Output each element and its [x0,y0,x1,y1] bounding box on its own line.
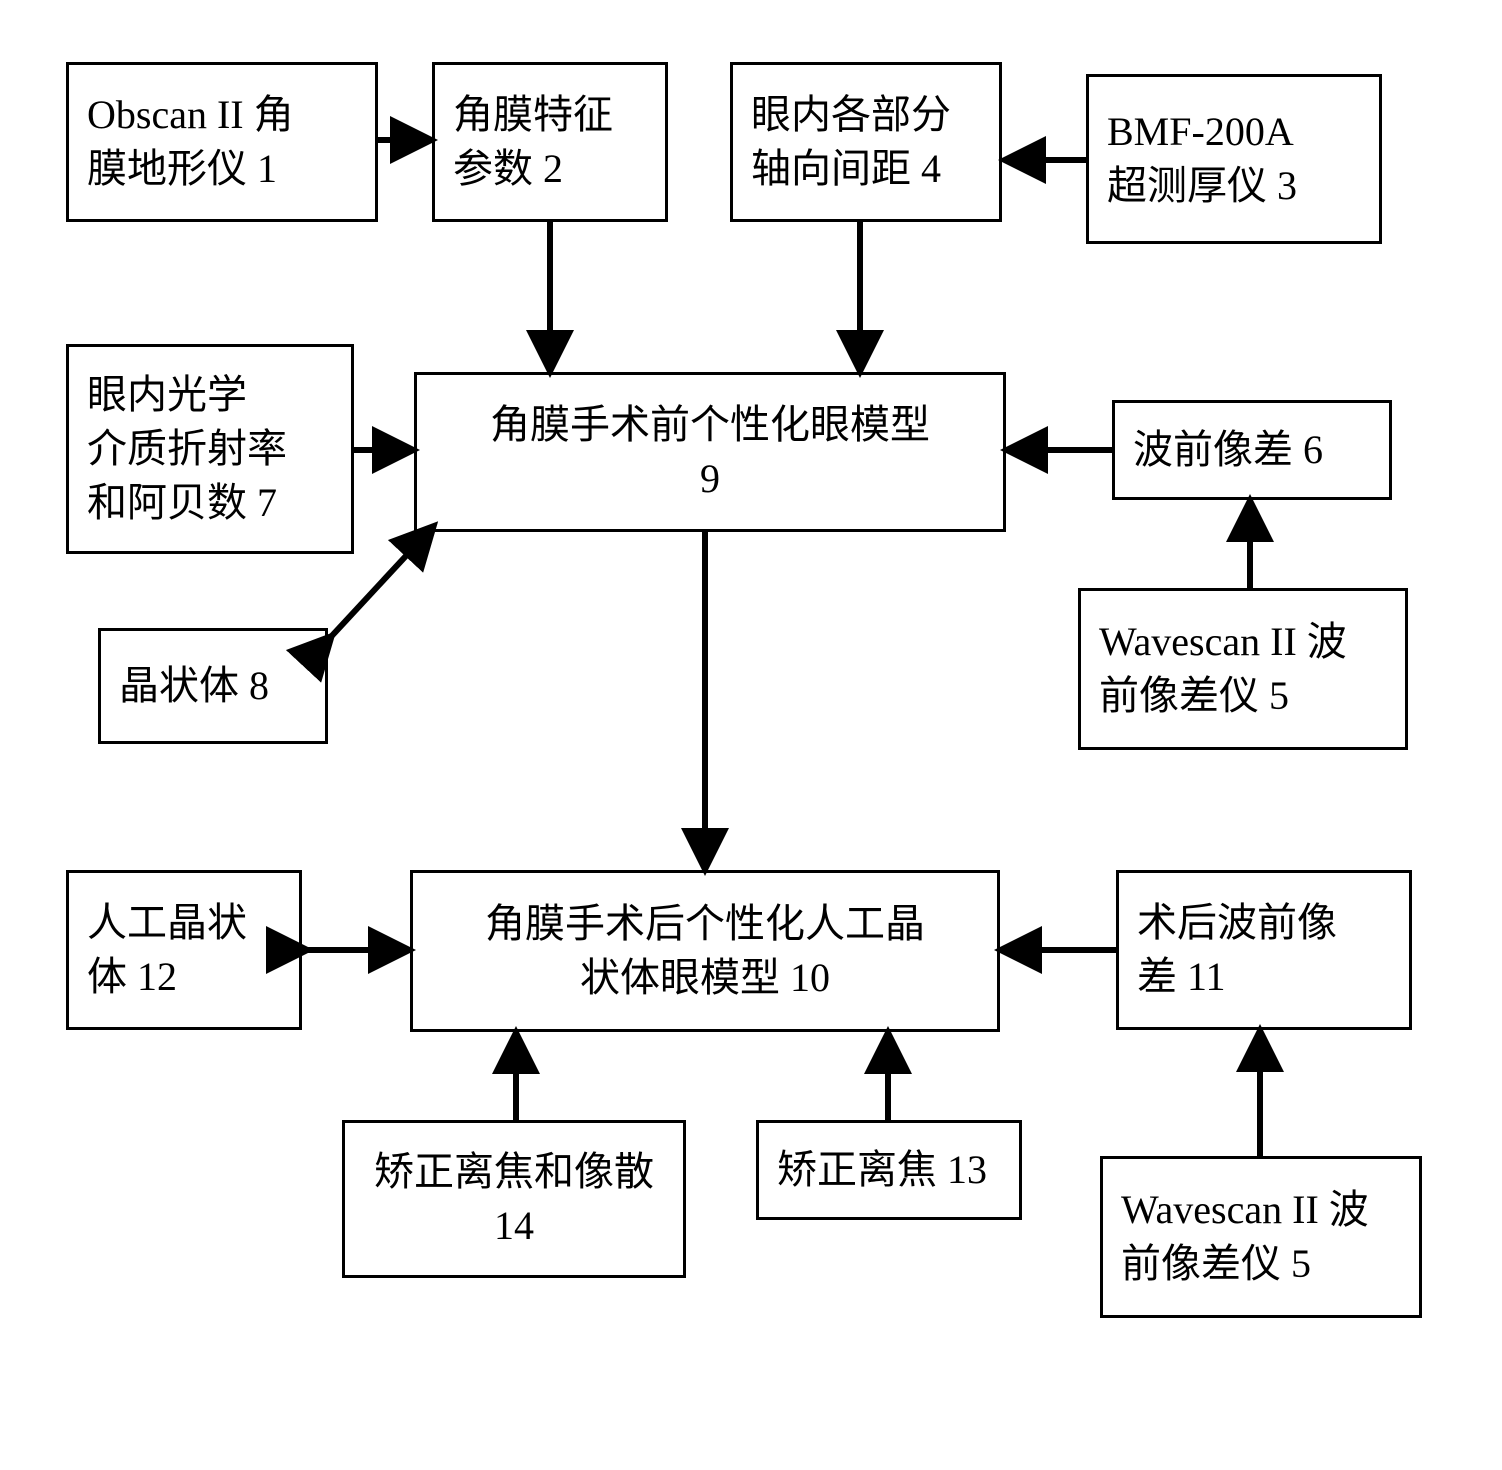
node-obscan-1: Obscan II 角 膜地形仪 1 [66,62,378,222]
node-lens-8: 晶状体 8 [98,628,328,744]
node-label: 参数 2 [453,142,613,196]
node-label: Obscan II 角 [87,88,294,142]
node-label: 14 [374,1199,654,1253]
node-correct-defocus-astig-14: 矫正离焦和像散 14 [342,1120,686,1278]
node-label: 波前像差 6 [1133,423,1323,477]
node-label: 矫正离焦和像散 [374,1145,654,1199]
node-label: 角膜手术后个性化人工晶 [485,897,925,951]
node-iol-12: 人工晶状 体 12 [66,870,302,1030]
node-refractive-index-7: 眼内光学 介质折射率 和阿贝数 7 [66,344,354,554]
node-wavescan-5b: Wavescan II 波 前像差仪 5 [1100,1156,1422,1318]
node-label: 轴向间距 4 [751,142,951,196]
node-axial-distance-4: 眼内各部分 轴向间距 4 [730,62,1002,222]
node-wavescan-5: Wavescan II 波 前像差仪 5 [1078,588,1408,750]
node-label: BMF-200A [1107,105,1297,159]
node-label: 9 [490,452,930,506]
node-postop-iol-eye-model-10: 角膜手术后个性化人工晶 状体眼模型 10 [410,870,1000,1032]
node-label: Wavescan II 波 [1121,1183,1369,1237]
diagram-canvas: Obscan II 角 膜地形仪 1 角膜特征 参数 2 眼内各部分 轴向间距 … [0,0,1502,1470]
node-label: 矫正离焦 13 [777,1143,987,1197]
node-label: 状体眼模型 10 [485,951,925,1005]
node-label: 和阿贝数 7 [87,476,287,530]
node-label: 术后波前像 [1137,896,1337,950]
node-cornea-params-2: 角膜特征 参数 2 [432,62,668,222]
node-correct-defocus-13: 矫正离焦 13 [756,1120,1022,1220]
node-label: 人工晶状 [87,896,247,950]
node-label: Wavescan II 波 [1099,615,1347,669]
node-label: 超测厚仪 3 [1107,159,1297,213]
node-label: 角膜特征 [453,88,613,142]
node-wavefront-aberration-6: 波前像差 6 [1112,400,1392,500]
node-label: 前像差仪 5 [1121,1237,1369,1291]
node-bmf200a-3: BMF-200A 超测厚仪 3 [1086,74,1382,244]
node-label: 角膜手术前个性化眼模型 [490,398,930,452]
node-postop-wavefront-11: 术后波前像 差 11 [1116,870,1412,1030]
node-label: 差 11 [1137,950,1337,1004]
node-label: 晶状体 8 [119,659,269,713]
node-label: 前像差仪 5 [1099,669,1347,723]
node-label: 体 12 [87,950,247,1004]
node-label: 眼内各部分 [751,88,951,142]
node-label: 介质折射率 [87,422,287,476]
node-label: 眼内光学 [87,368,287,422]
node-label: 膜地形仪 1 [87,142,294,196]
node-preop-eye-model-9: 角膜手术前个性化眼模型 9 [414,372,1006,532]
